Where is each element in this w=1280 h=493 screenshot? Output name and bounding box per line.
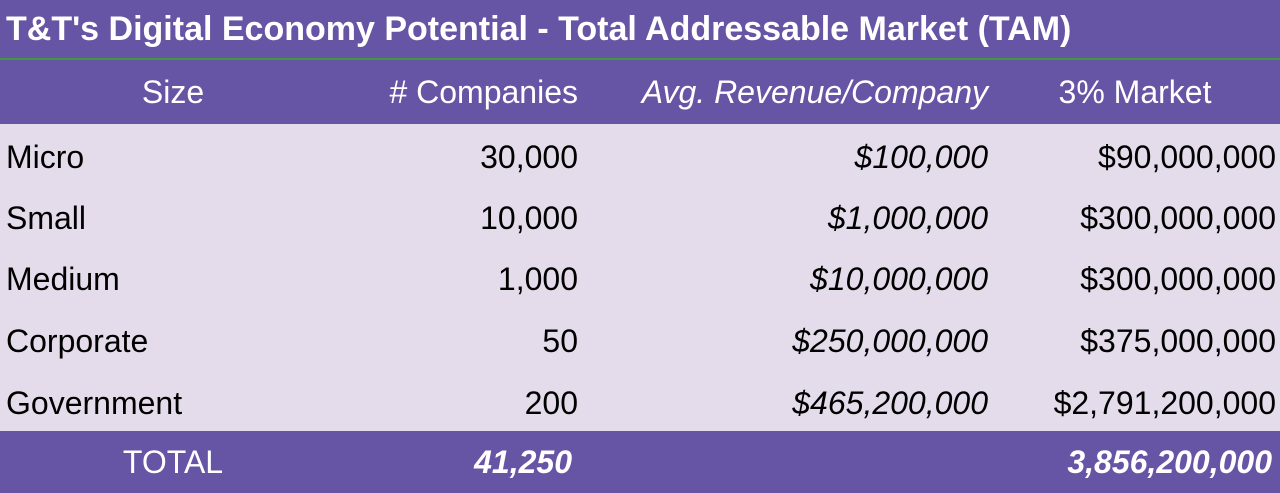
- table-row: Small 10,000 $1,000,000 $300,000,000: [0, 187, 1280, 249]
- row-market: $2,791,200,000: [1053, 385, 1276, 421]
- row-market: $375,000,000: [1080, 323, 1276, 359]
- row-avg-revenue: $10,000,000: [810, 261, 988, 297]
- row-avg-revenue: $100,000: [854, 139, 988, 175]
- row-size: Small: [6, 200, 87, 236]
- total-row: TOTAL 41,250 3,856,200,000: [0, 431, 1280, 493]
- header-companies: # Companies: [389, 74, 578, 110]
- row-companies: 50: [542, 323, 578, 359]
- row-market: $90,000,000: [1098, 139, 1276, 175]
- header-market: 3% Market: [1058, 74, 1212, 110]
- header-avg-revenue: Avg. Revenue/Company: [641, 74, 988, 110]
- total-companies: 41,250: [474, 444, 572, 480]
- table-title: T&T's Digital Economy Potential - Total …: [0, 0, 1280, 60]
- table-row: Corporate 50 $250,000,000 $375,000,000: [0, 310, 1280, 372]
- row-size: Medium: [6, 261, 120, 297]
- table-body: Micro 30,000 $100,000 $90,000,000 Small …: [0, 124, 1280, 431]
- row-size: Government: [6, 385, 183, 421]
- row-avg-revenue: $250,000,000: [792, 323, 988, 359]
- row-avg-revenue: $465,200,000: [792, 385, 988, 421]
- row-size: Corporate: [6, 323, 149, 359]
- row-size: Micro: [6, 139, 85, 175]
- table-row: Government 200 $465,200,000 $2,791,200,0…: [0, 372, 1280, 434]
- row-market: $300,000,000: [1080, 200, 1276, 236]
- total-market: 3,856,200,000: [1067, 444, 1272, 480]
- row-companies: 30,000: [480, 139, 578, 175]
- total-label: TOTAL: [122, 444, 224, 480]
- header-size: Size: [141, 74, 205, 110]
- row-companies: 1,000: [497, 261, 578, 297]
- row-avg-revenue: $1,000,000: [827, 200, 988, 236]
- row-market: $300,000,000: [1080, 261, 1276, 297]
- header-row: Size # Companies Avg. Revenue/Company 3%…: [0, 60, 1280, 124]
- table-row: Medium 1,000 $10,000,000 $300,000,000: [0, 248, 1280, 310]
- row-companies: 10,000: [480, 200, 578, 236]
- row-companies: 200: [524, 385, 578, 421]
- table-row: Micro 30,000 $100,000 $90,000,000: [0, 126, 1280, 188]
